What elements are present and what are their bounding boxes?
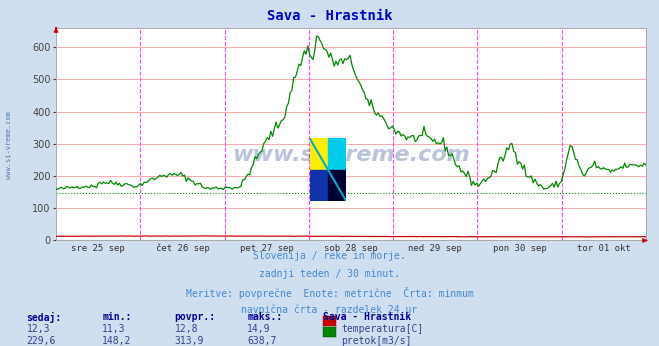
Bar <box>310 170 328 201</box>
Text: Sava - Hrastnik: Sava - Hrastnik <box>323 312 411 322</box>
Text: zadnji teden / 30 minut.: zadnji teden / 30 minut. <box>259 269 400 279</box>
Text: 12,3: 12,3 <box>26 324 50 334</box>
Text: www.si-vreme.com: www.si-vreme.com <box>5 111 12 179</box>
Text: tor 01 okt: tor 01 okt <box>577 244 631 253</box>
Text: pretok[m3/s]: pretok[m3/s] <box>341 336 412 346</box>
Text: sre 25 sep: sre 25 sep <box>71 244 125 253</box>
Text: sedaj:: sedaj: <box>26 312 61 323</box>
Text: ned 29 sep: ned 29 sep <box>409 244 462 253</box>
Text: navpična črta - razdelek 24 ur: navpična črta - razdelek 24 ur <box>241 305 418 315</box>
Text: pon 30 sep: pon 30 sep <box>492 244 546 253</box>
Text: 14,9: 14,9 <box>247 324 271 334</box>
Bar <box>310 138 328 170</box>
Text: čet 26 sep: čet 26 sep <box>156 244 210 253</box>
Bar <box>328 138 346 170</box>
Text: 229,6: 229,6 <box>26 336 56 346</box>
Text: temperatura[C]: temperatura[C] <box>341 324 424 334</box>
Text: sob 28 sep: sob 28 sep <box>324 244 378 253</box>
Bar <box>328 170 346 201</box>
Text: Sava - Hrastnik: Sava - Hrastnik <box>267 9 392 22</box>
Text: 638,7: 638,7 <box>247 336 277 346</box>
Text: Meritve: povprečne  Enote: metrične  Črta: minmum: Meritve: povprečne Enote: metrične Črta:… <box>186 287 473 299</box>
Text: 11,3: 11,3 <box>102 324 126 334</box>
Text: 148,2: 148,2 <box>102 336 132 346</box>
Text: maks.:: maks.: <box>247 312 282 322</box>
Text: povpr.:: povpr.: <box>175 312 215 322</box>
Text: 313,9: 313,9 <box>175 336 204 346</box>
Text: www.si-vreme.com: www.si-vreme.com <box>232 145 470 165</box>
Text: 12,8: 12,8 <box>175 324 198 334</box>
Text: Slovenija / reke in morje.: Slovenija / reke in morje. <box>253 251 406 261</box>
Text: min.:: min.: <box>102 312 132 322</box>
Text: pet 27 sep: pet 27 sep <box>240 244 293 253</box>
